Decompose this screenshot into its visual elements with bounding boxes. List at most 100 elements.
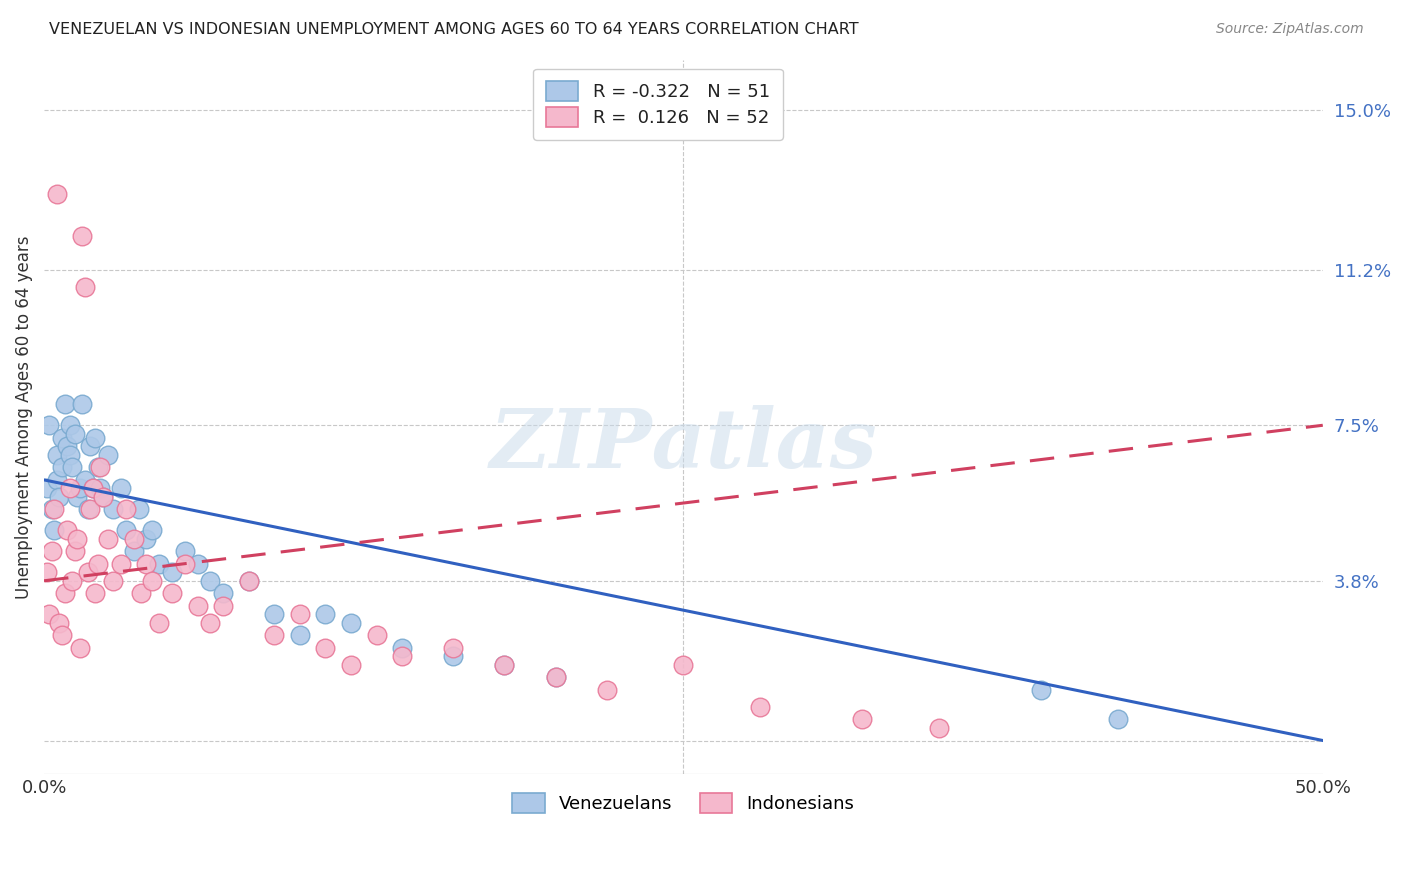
Point — [53, 586, 76, 600]
Point — [89, 460, 111, 475]
Point — [91, 490, 114, 504]
Point — [1107, 713, 1129, 727]
Point — [122, 532, 145, 546]
Point — [141, 524, 163, 538]
Point — [48, 615, 70, 630]
Point — [200, 574, 222, 588]
Point — [928, 721, 950, 735]
Point — [544, 670, 567, 684]
Point — [76, 566, 98, 580]
Point — [596, 683, 619, 698]
Point — [53, 397, 76, 411]
Point — [35, 481, 58, 495]
Point — [263, 628, 285, 642]
Point — [141, 574, 163, 588]
Point — [45, 187, 67, 202]
Point — [135, 557, 157, 571]
Point — [72, 229, 94, 244]
Point — [73, 279, 96, 293]
Point — [1031, 683, 1053, 698]
Point — [238, 574, 260, 588]
Point — [51, 460, 73, 475]
Point — [38, 607, 60, 622]
Point — [672, 657, 695, 672]
Point — [160, 566, 183, 580]
Point — [45, 448, 67, 462]
Point — [200, 615, 222, 630]
Point — [51, 628, 73, 642]
Point — [56, 524, 79, 538]
Point — [60, 574, 83, 588]
Point — [41, 544, 63, 558]
Point — [63, 544, 86, 558]
Point — [160, 586, 183, 600]
Point — [288, 628, 311, 642]
Point — [494, 657, 516, 672]
Point — [115, 524, 138, 538]
Point — [59, 418, 82, 433]
Point — [66, 532, 89, 546]
Point — [288, 607, 311, 622]
Point — [212, 586, 235, 600]
Point — [69, 481, 91, 495]
Point — [340, 657, 363, 672]
Point — [441, 649, 464, 664]
Point — [122, 544, 145, 558]
Point — [79, 439, 101, 453]
Point — [87, 557, 110, 571]
Point — [89, 481, 111, 495]
Point — [41, 502, 63, 516]
Point — [441, 640, 464, 655]
Point — [97, 448, 120, 462]
Point — [173, 557, 195, 571]
Point — [391, 649, 413, 664]
Point — [76, 502, 98, 516]
Point — [148, 615, 170, 630]
Point — [82, 481, 104, 495]
Point — [148, 557, 170, 571]
Point — [73, 473, 96, 487]
Point — [115, 502, 138, 516]
Point — [238, 574, 260, 588]
Point — [56, 439, 79, 453]
Text: ZIP​atlas: ZIP​atlas — [489, 406, 877, 485]
Text: Source: ZipAtlas.com: Source: ZipAtlas.com — [1216, 22, 1364, 37]
Point — [84, 586, 107, 600]
Point — [59, 481, 82, 495]
Point — [44, 524, 66, 538]
Point — [314, 607, 336, 622]
Point — [91, 490, 114, 504]
Point — [128, 502, 150, 516]
Point — [340, 615, 363, 630]
Legend: Venezuelans, Indonesians: Venezuelans, Indonesians — [499, 780, 868, 826]
Point — [135, 532, 157, 546]
Point — [48, 490, 70, 504]
Point — [72, 397, 94, 411]
Point — [391, 640, 413, 655]
Point — [173, 544, 195, 558]
Point — [110, 557, 132, 571]
Point — [66, 490, 89, 504]
Point — [129, 586, 152, 600]
Point — [110, 481, 132, 495]
Point — [45, 473, 67, 487]
Point — [69, 640, 91, 655]
Point — [212, 599, 235, 613]
Point — [314, 640, 336, 655]
Point — [84, 431, 107, 445]
Point — [44, 502, 66, 516]
Point — [35, 566, 58, 580]
Point — [87, 460, 110, 475]
Y-axis label: Unemployment Among Ages 60 to 64 years: Unemployment Among Ages 60 to 64 years — [15, 235, 32, 599]
Point — [187, 557, 209, 571]
Point — [544, 670, 567, 684]
Point — [851, 713, 873, 727]
Point — [187, 599, 209, 613]
Point — [366, 628, 388, 642]
Point — [79, 502, 101, 516]
Text: VENEZUELAN VS INDONESIAN UNEMPLOYMENT AMONG AGES 60 TO 64 YEARS CORRELATION CHAR: VENEZUELAN VS INDONESIAN UNEMPLOYMENT AM… — [49, 22, 859, 37]
Point — [749, 699, 772, 714]
Point — [82, 481, 104, 495]
Point — [263, 607, 285, 622]
Point — [59, 448, 82, 462]
